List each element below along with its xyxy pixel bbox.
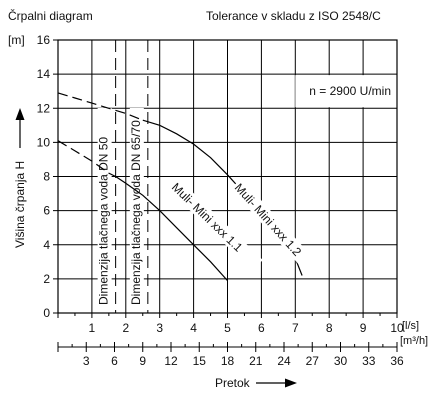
y-tick-label: 12 bbox=[37, 101, 51, 115]
series-line-1 bbox=[57, 140, 116, 178]
x-tick-label: 1 bbox=[89, 321, 96, 335]
curve-label-bg bbox=[167, 177, 263, 271]
x-tick-label: 8 bbox=[326, 321, 333, 335]
x2-tick-label: 21 bbox=[249, 354, 263, 368]
x2-tick-label: 15 bbox=[193, 354, 207, 368]
curve-label-bg bbox=[230, 178, 321, 277]
dn-label-bg bbox=[129, 108, 144, 306]
y-axis-arrow-head bbox=[15, 108, 25, 120]
y-tick-label: 10 bbox=[37, 135, 51, 149]
x-unit-secondary: [m³/h] bbox=[400, 335, 428, 347]
x-unit-primary: [l/s] bbox=[402, 320, 419, 332]
annotation-bg bbox=[295, 75, 396, 108]
x2-tick-label: 36 bbox=[390, 354, 404, 368]
x2-tick-label: 33 bbox=[362, 354, 376, 368]
x2-tick-label: 30 bbox=[334, 354, 348, 368]
x-tick-label: 7 bbox=[292, 321, 299, 335]
x2-tick-label: 6 bbox=[111, 354, 118, 368]
x2-tick-label: 9 bbox=[139, 354, 146, 368]
y-tick-label: 16 bbox=[37, 33, 51, 47]
x-tick-label: 6 bbox=[258, 321, 265, 335]
grid bbox=[58, 39, 397, 314]
x-axis-arrow-head bbox=[285, 378, 297, 388]
chart-title: Črpalni diagram bbox=[8, 8, 93, 23]
x-tick-label: 9 bbox=[360, 321, 367, 335]
series-line-2 bbox=[142, 119, 303, 276]
y-tick-label: 2 bbox=[43, 272, 50, 286]
y-tick-label: 14 bbox=[37, 67, 51, 81]
vertical-markers: Dimenzija tlačnega voda DN 50 Dimenzija t… bbox=[97, 40, 149, 313]
plot-frame bbox=[57, 39, 398, 314]
series-line-0 bbox=[115, 176, 228, 282]
y-tick-label: 8 bbox=[43, 170, 50, 184]
dn-label: Dimenzija tlačnega voda DN 65/70 bbox=[129, 120, 143, 305]
rpm-annotation: n = 2900 U/min bbox=[309, 84, 391, 98]
x-tick-label: 3 bbox=[156, 321, 163, 335]
x2-tick-label: 27 bbox=[306, 354, 320, 368]
chart-subtitle: Tolerance v skladu z ISO 2548/C bbox=[206, 9, 381, 23]
dn-label-bg bbox=[97, 108, 112, 306]
y-unit: [m] bbox=[8, 33, 25, 47]
x-axis-label: Pretok bbox=[215, 376, 251, 390]
x-tick-label: 2 bbox=[122, 321, 129, 335]
x2-tick-label: 24 bbox=[277, 354, 291, 368]
x2-tick-label: 18 bbox=[221, 354, 235, 368]
x-tick-label: 4 bbox=[190, 321, 197, 335]
y-tick-label: 4 bbox=[43, 238, 50, 252]
x2-tick-label: 3 bbox=[83, 354, 90, 368]
y-axis-label: Višina črpanja H bbox=[13, 161, 27, 248]
x-tick-label: 5 bbox=[224, 321, 231, 335]
y-tick-label: 0 bbox=[43, 306, 50, 320]
x-tick-label: 10 bbox=[390, 321, 404, 335]
y-tick-label: 6 bbox=[43, 204, 50, 218]
x2-tick-label: 12 bbox=[164, 354, 178, 368]
dn-label: Dimenzija tlačnega voda DN 50 bbox=[97, 137, 111, 305]
